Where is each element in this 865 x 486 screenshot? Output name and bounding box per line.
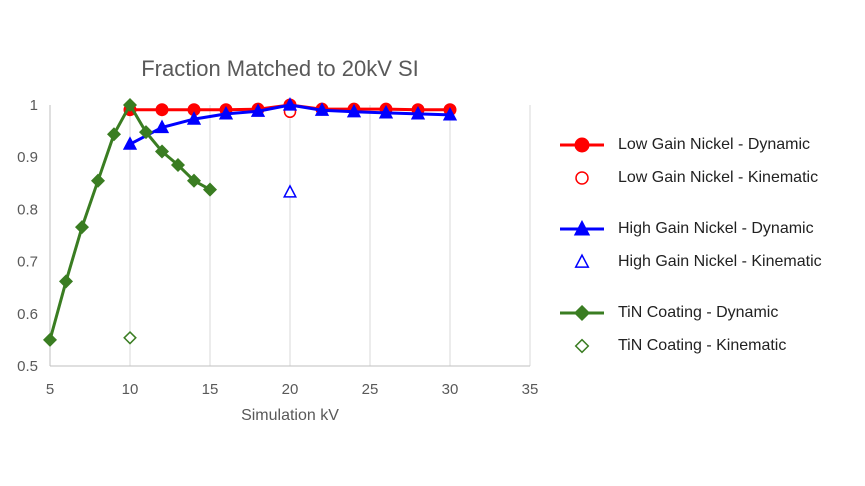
data-point bbox=[155, 103, 169, 117]
legend-marker bbox=[573, 304, 591, 321]
legend-item: Low Gain Nickel - Kinematic bbox=[560, 161, 860, 194]
data-point bbox=[90, 173, 106, 188]
y-tick-label: 0.8 bbox=[17, 201, 38, 218]
data-point bbox=[346, 103, 362, 118]
data-point bbox=[170, 158, 186, 173]
data-point bbox=[442, 107, 458, 121]
legend-swatch bbox=[560, 304, 604, 321]
legend-label: Low Gain Nickel - Dynamic bbox=[618, 135, 811, 153]
data-point bbox=[74, 220, 90, 235]
chart-title: Fraction Matched to 20kV SI bbox=[141, 56, 419, 81]
y-tick-label: 1 bbox=[30, 97, 38, 114]
legend-marker bbox=[574, 253, 590, 268]
data-point bbox=[186, 111, 202, 125]
x-tick-label: 15 bbox=[202, 381, 219, 398]
y-tick-label: 0.5 bbox=[17, 358, 38, 375]
x-tick-label: 35 bbox=[522, 381, 539, 398]
data-point bbox=[314, 102, 330, 116]
legend-label: Low Gain Nickel - Kinematic bbox=[618, 168, 819, 186]
legend-item: Low Gain Nickel - Dynamic bbox=[560, 128, 860, 161]
data-point bbox=[42, 332, 58, 347]
legend-item: TiN Coating - Dynamic bbox=[560, 296, 860, 329]
x-tick-label: 10 bbox=[122, 381, 139, 398]
series-high-gain-nickel-dynamic bbox=[122, 97, 458, 150]
legend-marker bbox=[574, 137, 590, 152]
axes: 5 10 15 20 25 30 35 0.5 0.6 0.7 0.8 0.9 1 bbox=[17, 97, 538, 398]
data-point bbox=[282, 184, 298, 198]
data-point bbox=[58, 274, 74, 289]
data-point bbox=[186, 173, 202, 188]
data-point bbox=[123, 330, 137, 345]
data-point bbox=[218, 105, 234, 120]
data-point bbox=[122, 97, 138, 113]
y-tick-label: 0.7 bbox=[17, 254, 38, 271]
legend-marker bbox=[573, 219, 591, 235]
data-point bbox=[122, 136, 138, 150]
x-tick-label: 5 bbox=[46, 381, 54, 398]
x-axis-label: Simulation kV bbox=[241, 407, 339, 424]
legend-swatch bbox=[574, 253, 590, 268]
data-point bbox=[250, 103, 266, 117]
legend-label: TiN Coating - Kinematic bbox=[618, 336, 787, 354]
data-point bbox=[378, 104, 394, 119]
legend-marker bbox=[575, 170, 589, 185]
y-tick-label: 0.6 bbox=[17, 306, 38, 323]
legend-gap bbox=[560, 194, 860, 212]
data-point bbox=[138, 125, 154, 140]
legend-item: High Gain Nickel - Dynamic bbox=[560, 212, 860, 245]
legend-label: High Gain Nickel - Kinematic bbox=[618, 252, 822, 270]
legend-swatch bbox=[575, 170, 589, 185]
legend-swatch bbox=[560, 219, 604, 235]
y-tick-label: 0.9 bbox=[17, 149, 38, 166]
legend-item: High Gain Nickel - Kinematic bbox=[560, 245, 860, 278]
legend-item: TiN Coating - Kinematic bbox=[560, 329, 860, 362]
legend: Low Gain Nickel - Dynamic Low Gain Nickel… bbox=[560, 128, 860, 362]
data-point bbox=[154, 144, 170, 159]
x-tick-label: 20 bbox=[282, 381, 299, 398]
grid-lines bbox=[129, 105, 531, 366]
legend-swatch bbox=[560, 137, 604, 152]
plot-area bbox=[42, 97, 458, 347]
data-point bbox=[202, 182, 218, 197]
legend-swatch bbox=[574, 338, 590, 353]
legend-marker bbox=[574, 338, 590, 353]
data-point bbox=[282, 97, 298, 111]
legend-label: TiN Coating - Dynamic bbox=[618, 303, 779, 321]
data-point bbox=[154, 119, 170, 134]
x-tick-label: 25 bbox=[362, 381, 379, 398]
x-tick-label: 30 bbox=[442, 381, 459, 398]
legend-label: High Gain Nickel - Dynamic bbox=[618, 219, 814, 237]
series-high-gain-nickel-kinematic bbox=[282, 184, 298, 198]
series-tin-coating-kinematic bbox=[123, 330, 137, 345]
series-tin-coating-dynamic bbox=[42, 97, 218, 347]
data-point bbox=[106, 127, 122, 142]
legend-gap bbox=[560, 278, 860, 296]
data-point bbox=[410, 105, 426, 120]
